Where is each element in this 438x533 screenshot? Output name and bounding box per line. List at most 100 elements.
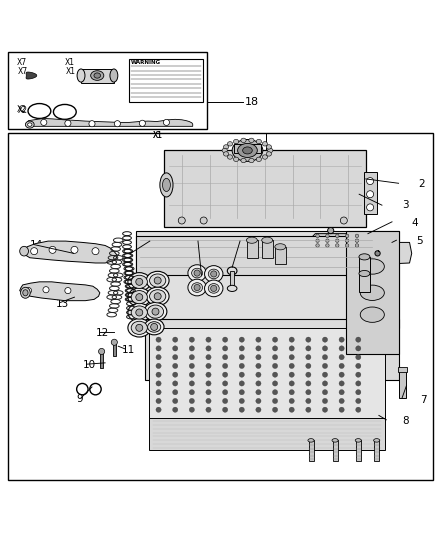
Circle shape [206, 407, 211, 413]
Circle shape [49, 246, 56, 253]
Circle shape [239, 381, 244, 386]
Circle shape [289, 337, 294, 342]
Circle shape [356, 381, 361, 386]
Circle shape [322, 407, 328, 413]
Ellipse shape [227, 267, 237, 275]
Ellipse shape [25, 121, 34, 128]
Circle shape [345, 234, 349, 238]
Polygon shape [26, 118, 193, 126]
Ellipse shape [188, 265, 206, 281]
Circle shape [223, 407, 228, 413]
Circle shape [189, 381, 194, 386]
Ellipse shape [268, 148, 273, 152]
Circle shape [156, 372, 161, 377]
Ellipse shape [355, 439, 361, 442]
Bar [262, 240, 273, 258]
Circle shape [189, 390, 194, 395]
Circle shape [356, 372, 361, 377]
Circle shape [256, 354, 261, 360]
Ellipse shape [91, 71, 104, 80]
Circle shape [256, 337, 261, 342]
Circle shape [272, 390, 278, 395]
Circle shape [316, 239, 319, 243]
Circle shape [156, 381, 161, 386]
Circle shape [239, 364, 244, 368]
Circle shape [289, 381, 294, 386]
Circle shape [289, 398, 294, 403]
Circle shape [206, 372, 211, 377]
Ellipse shape [28, 123, 32, 126]
Ellipse shape [246, 237, 257, 243]
Polygon shape [311, 233, 366, 247]
Circle shape [289, 354, 294, 360]
Ellipse shape [144, 302, 167, 321]
Ellipse shape [20, 246, 28, 256]
Ellipse shape [360, 307, 384, 322]
Ellipse shape [232, 140, 263, 161]
Ellipse shape [162, 179, 170, 191]
Bar [356, 440, 361, 462]
Text: 16: 16 [195, 236, 208, 246]
Circle shape [256, 390, 261, 395]
Text: X2: X2 [17, 105, 27, 114]
Circle shape [173, 407, 178, 413]
Bar [136, 231, 399, 328]
Text: X1: X1 [66, 67, 76, 76]
Ellipse shape [94, 73, 100, 78]
Ellipse shape [192, 268, 202, 278]
Circle shape [256, 372, 261, 377]
Circle shape [239, 354, 244, 360]
Polygon shape [26, 72, 37, 79]
Text: WARNING: WARNING [131, 60, 161, 66]
Ellipse shape [237, 143, 257, 157]
Circle shape [173, 364, 178, 368]
Circle shape [325, 234, 329, 238]
Ellipse shape [131, 306, 147, 319]
Circle shape [194, 285, 200, 290]
Circle shape [111, 339, 117, 345]
Circle shape [355, 239, 359, 243]
Circle shape [322, 346, 328, 351]
Circle shape [339, 346, 344, 351]
Circle shape [239, 398, 244, 403]
Circle shape [355, 234, 359, 238]
Circle shape [156, 337, 161, 342]
Circle shape [339, 354, 344, 360]
Circle shape [356, 354, 361, 360]
Circle shape [223, 364, 228, 368]
Circle shape [211, 271, 217, 277]
Bar [100, 351, 103, 368]
Ellipse shape [128, 288, 151, 306]
Circle shape [289, 372, 294, 377]
Circle shape [306, 364, 311, 368]
Circle shape [194, 270, 200, 276]
Circle shape [173, 337, 178, 342]
Circle shape [114, 120, 120, 127]
Bar [398, 367, 407, 372]
Text: 10: 10 [82, 360, 95, 370]
Circle shape [223, 337, 228, 342]
Circle shape [156, 398, 161, 403]
Circle shape [189, 372, 194, 377]
Circle shape [239, 390, 244, 395]
Circle shape [239, 372, 244, 377]
Circle shape [189, 407, 194, 413]
Circle shape [173, 354, 178, 360]
Bar [149, 415, 385, 450]
Circle shape [189, 364, 194, 368]
Circle shape [173, 346, 178, 351]
Circle shape [223, 354, 228, 360]
Circle shape [156, 407, 161, 413]
Circle shape [239, 337, 244, 342]
Circle shape [136, 278, 143, 285]
Circle shape [41, 119, 47, 125]
Polygon shape [20, 282, 100, 301]
Text: 7: 7 [420, 395, 427, 405]
Circle shape [206, 381, 211, 386]
Text: 2: 2 [418, 179, 425, 189]
Circle shape [289, 364, 294, 368]
Bar [145, 319, 399, 381]
Circle shape [139, 120, 145, 126]
Ellipse shape [227, 285, 237, 292]
Circle shape [206, 337, 211, 342]
